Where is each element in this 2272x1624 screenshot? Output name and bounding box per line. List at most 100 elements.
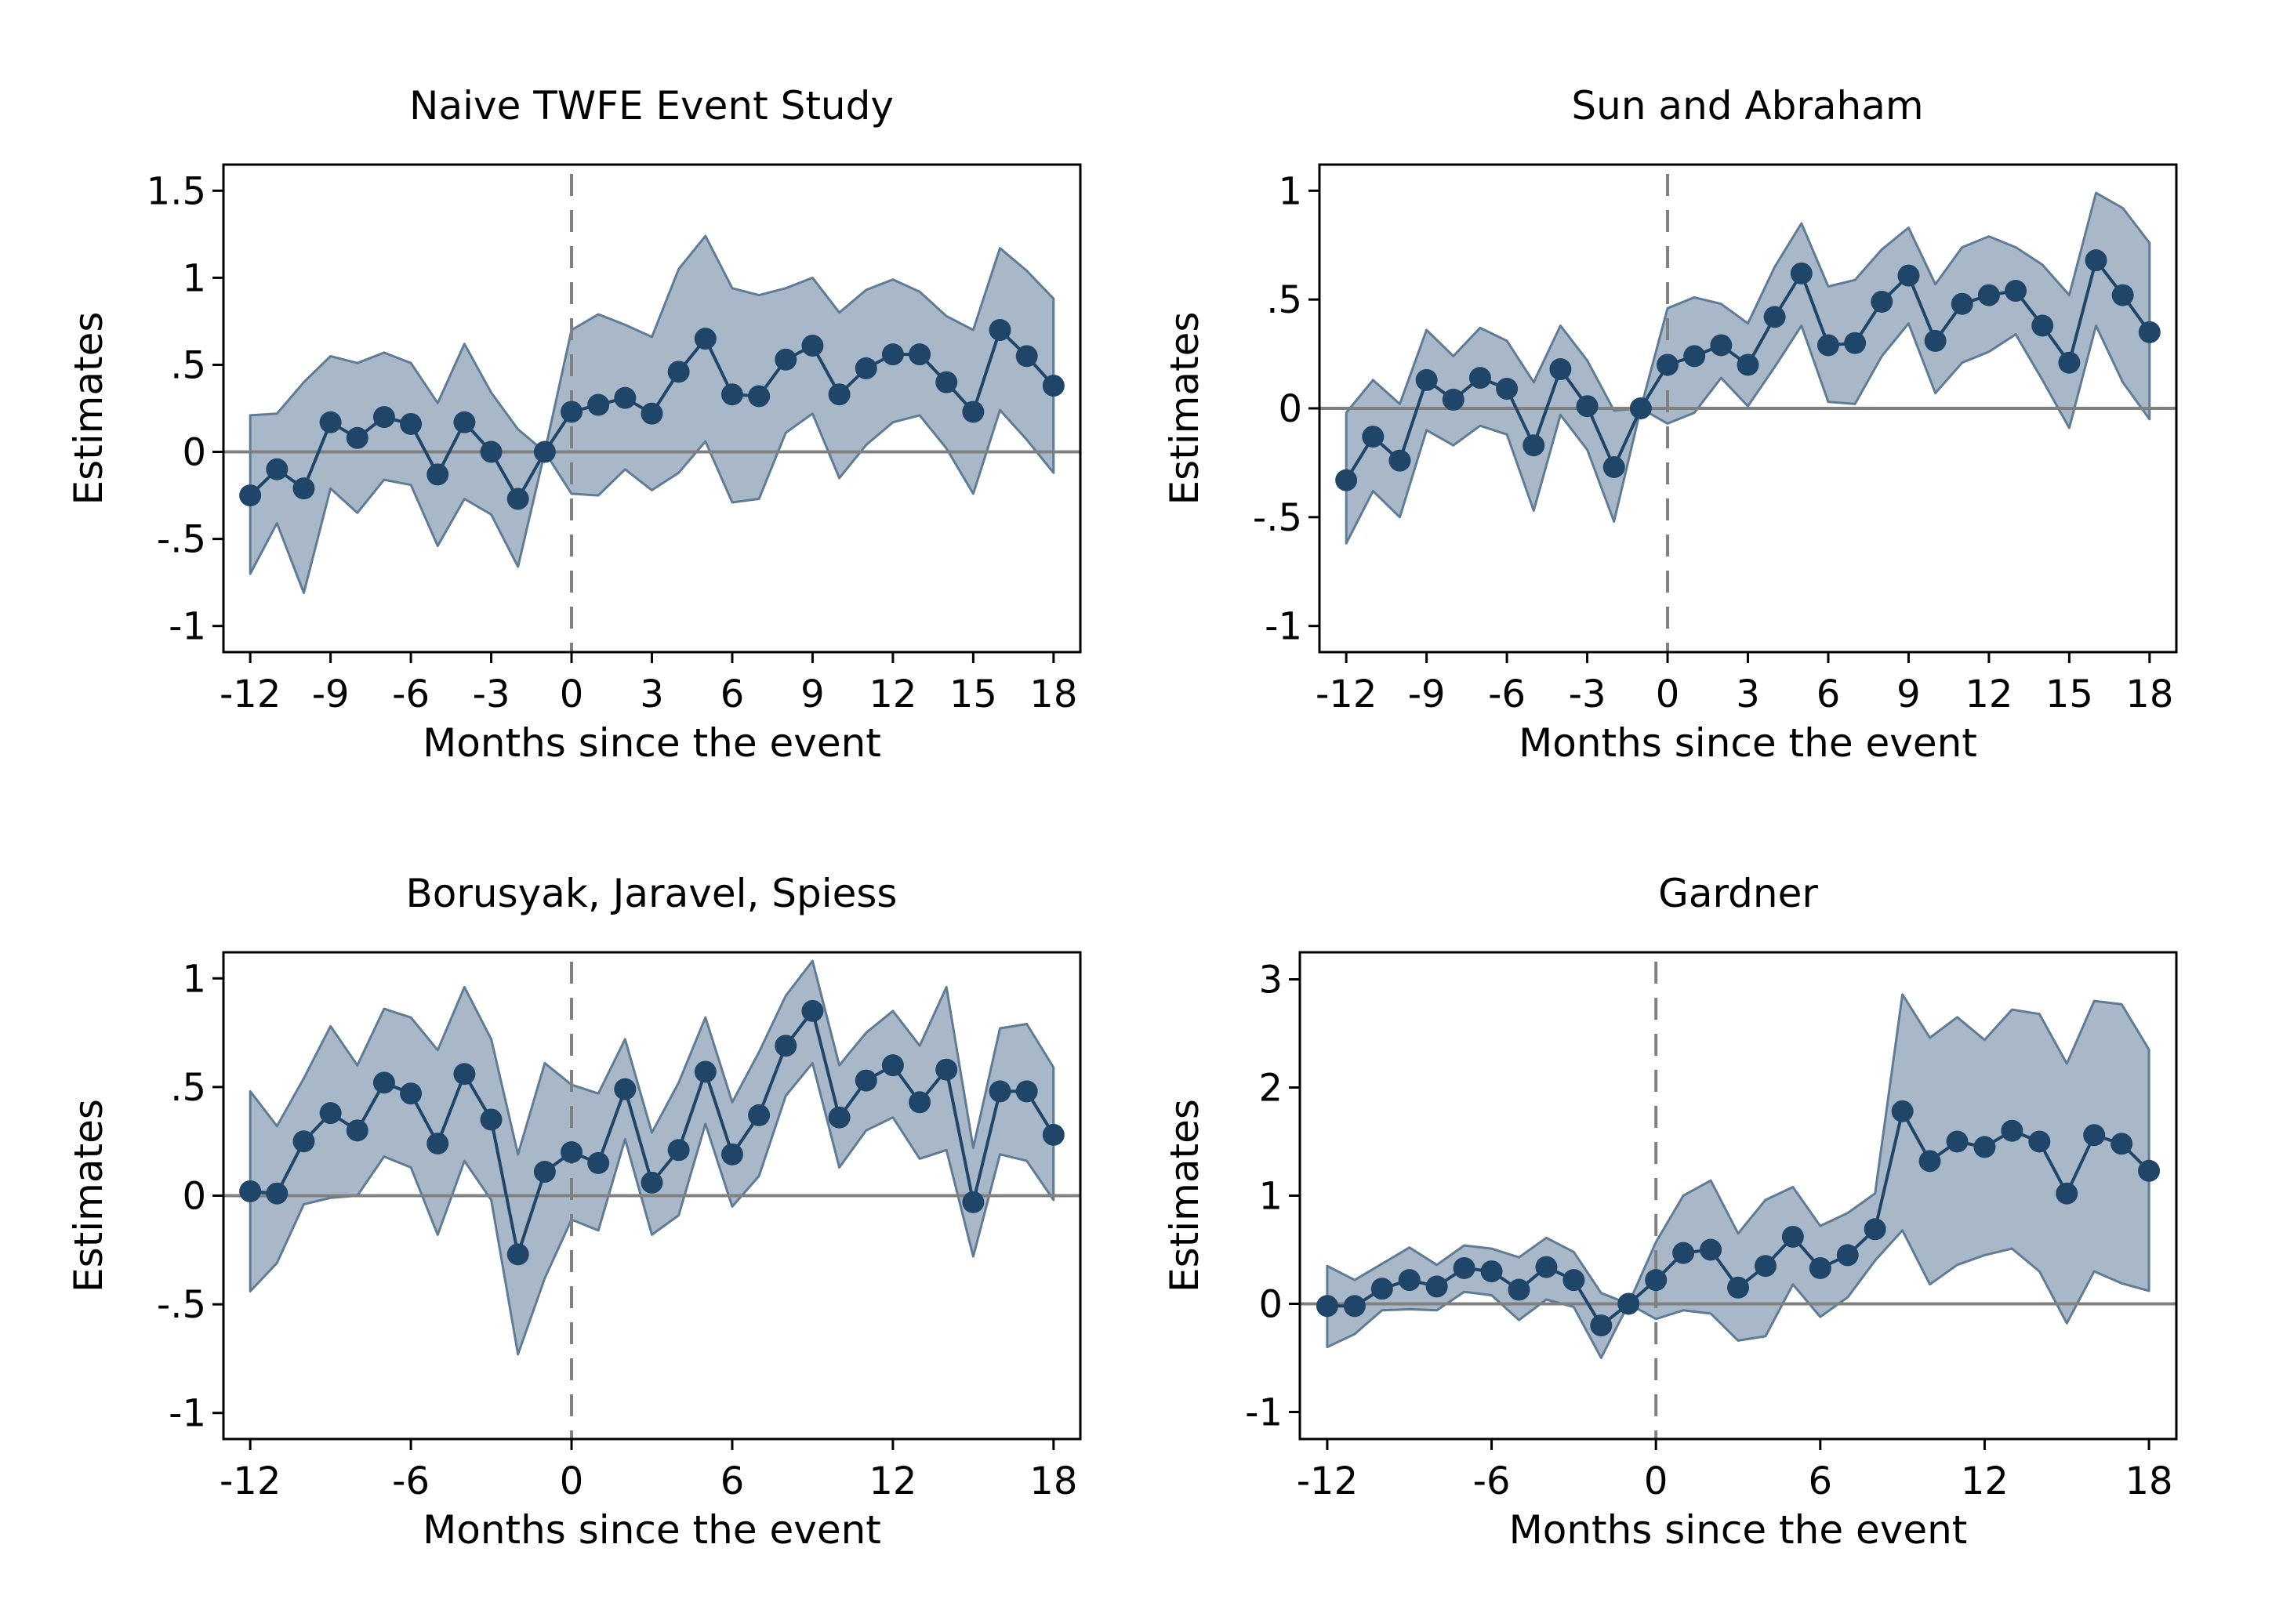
estimate-point (480, 1108, 503, 1131)
y-tick-label: -1 (1245, 1391, 1283, 1435)
x-tick-label: -9 (1408, 672, 1446, 716)
estimate-point (1754, 1255, 1777, 1278)
estimate-point (720, 383, 743, 406)
y-tick-label: 0 (182, 431, 206, 475)
estimate-point (1015, 1080, 1038, 1103)
estimate-point (292, 1130, 315, 1153)
estimate-point (2138, 1159, 2161, 1182)
y-tick-label: .5 (170, 1066, 206, 1110)
estimate-point (1576, 395, 1599, 418)
estimate-point (935, 1058, 958, 1081)
estimate-point (694, 328, 717, 350)
estimate-point (1836, 1244, 1859, 1267)
estimate-point (667, 1139, 690, 1162)
estimate-point (561, 401, 583, 423)
estimate-point (506, 1243, 529, 1266)
x-axis-label: Months since the event (423, 1507, 881, 1553)
estimate-point (426, 1132, 449, 1155)
estimate-point (319, 411, 342, 433)
estimate-point (400, 412, 423, 435)
estimate-point (426, 463, 449, 486)
estimate-point (2083, 1124, 2106, 1147)
estimate-point (667, 361, 690, 383)
y-tick-label: 2 (1258, 1067, 1283, 1111)
estimate-point (828, 383, 851, 406)
panel-sun-abraham: -1 -.5 0 .5 1 -12 -9 -6 -3 0 3 6 9 12 15 18 Sun and Abra… (1162, 83, 2178, 766)
estimate-point (2110, 1133, 2133, 1155)
estimate-point (1453, 1256, 1475, 1279)
estimate-point (506, 488, 529, 510)
estimate-point (1480, 1260, 1503, 1283)
estimate-point (1602, 455, 1625, 478)
estimate-point (1316, 1295, 1338, 1318)
estimate-point (1362, 426, 1385, 448)
x-tick-label: -9 (312, 672, 350, 716)
estimate-point (855, 357, 877, 379)
x-axis-label: Months since the event (423, 720, 881, 766)
estimate-point (2001, 1119, 2023, 1142)
chart-title: Sun and Abraham (1571, 83, 1923, 129)
estimate-point (1727, 1276, 1749, 1299)
x-tick-label: 6 (1809, 1459, 1833, 1503)
estimate-point (909, 343, 931, 366)
estimate-point (801, 999, 824, 1022)
estimate-point (1388, 449, 1411, 472)
y-tick-label: 0 (1278, 387, 1302, 431)
estimate-point (855, 1069, 877, 1092)
estimate-point (989, 319, 1011, 342)
estimate-point (346, 1119, 368, 1142)
estimate-point (1683, 345, 1706, 368)
estimate-point (775, 1035, 797, 1057)
estimate-point (1042, 375, 1065, 397)
estimate-point (641, 1171, 663, 1194)
x-tick-label: 18 (2125, 1459, 2173, 1503)
estimate-point (453, 411, 476, 433)
y-tick-label: 1 (1278, 169, 1302, 213)
x-tick-label: -12 (1316, 672, 1377, 716)
estimate-point (2138, 321, 2161, 343)
estimate-point (1370, 1278, 1393, 1300)
estimate-point (1891, 1100, 1914, 1122)
estimate-point (2028, 1130, 2051, 1153)
x-tick-label: 3 (1736, 672, 1760, 716)
x-tick-label: 15 (2045, 672, 2093, 716)
estimate-point (1918, 1150, 1941, 1173)
estimate-point (935, 371, 958, 393)
estimate-point (453, 1063, 476, 1086)
estimate-point (587, 393, 610, 416)
estimate-point (292, 477, 315, 500)
estimate-point (1897, 264, 1920, 287)
estimate-point (1617, 1292, 1640, 1315)
y-axis-label: Estimates (66, 312, 111, 506)
estimate-point (1549, 358, 1572, 381)
x-axis-label: Months since the event (1509, 1507, 1968, 1553)
estimate-point (1844, 332, 1867, 354)
estimate-point (266, 1182, 289, 1205)
estimate-point (561, 1141, 583, 1164)
x-tick-label: 12 (1961, 1459, 2009, 1503)
y-tick-label: 3 (1258, 959, 1283, 1002)
estimate-point (1973, 1136, 1996, 1158)
estimate-point (748, 385, 771, 408)
estimate-point (533, 440, 556, 463)
estimate-point (1523, 434, 1545, 457)
x-tick-label: -12 (220, 1459, 281, 1503)
x-tick-label: -12 (220, 672, 281, 716)
estimate-point (1657, 353, 1679, 376)
estimate-point (1871, 290, 1893, 313)
x-tick-label: 15 (949, 672, 997, 716)
estimate-point (614, 386, 637, 409)
x-tick-label: 0 (1656, 672, 1680, 716)
estimate-point (1398, 1269, 1421, 1292)
estimate-point (400, 1082, 423, 1105)
x-tick-label: 6 (1817, 672, 1841, 716)
y-tick-label: 1 (182, 957, 206, 1001)
estimate-point (1763, 306, 1786, 328)
chart-title: Gardner (1658, 871, 1818, 916)
estimate-point (641, 402, 663, 425)
estimate-point (614, 1078, 637, 1100)
estimate-point (1817, 334, 1839, 357)
estimate-point (2031, 314, 2054, 337)
